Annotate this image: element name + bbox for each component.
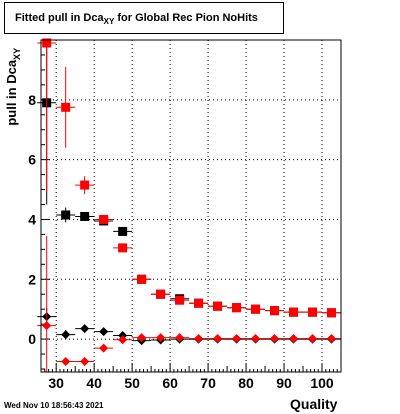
ylabel-subscript: XY xyxy=(11,47,22,60)
data-point-square xyxy=(251,304,261,314)
data-marks xyxy=(37,38,341,372)
data-point-square xyxy=(213,301,223,311)
y-tick-label: 8 xyxy=(28,92,36,108)
x-tick-label: 40 xyxy=(86,375,102,391)
data-point-square xyxy=(156,289,166,299)
tick-labels: 30 40 50 60 70 80 90 100 0 2 4 6 8 xyxy=(28,92,334,391)
data-point-square xyxy=(194,298,204,308)
x-tick-label: 90 xyxy=(276,375,292,391)
y-tick-label: 2 xyxy=(28,271,36,287)
data-point-diamond xyxy=(289,334,299,344)
x-tick-label: 30 xyxy=(48,375,64,391)
data-point-square xyxy=(327,308,337,318)
data-point-diamond xyxy=(61,357,71,367)
data-point-square xyxy=(137,274,147,284)
data-point-square xyxy=(80,211,90,221)
data-point-diamond xyxy=(42,321,52,331)
title-rest: for Global Rec Pion NoHits xyxy=(114,12,258,24)
title-main: Fitted pull in Dca xyxy=(15,12,104,24)
data-point-diamond xyxy=(80,357,90,367)
title-subscript: XY xyxy=(103,17,115,27)
ylabel-main: pull in Dca xyxy=(4,59,20,126)
timestamp: Wed Nov 10 18:56:43 2021 xyxy=(4,401,104,410)
y-tick-label: 6 xyxy=(28,152,36,168)
data-point-diamond xyxy=(251,334,261,344)
data-point-diamond xyxy=(213,334,223,344)
data-point-diamond xyxy=(327,334,337,344)
data-point-square xyxy=(42,38,52,48)
plot-frame xyxy=(40,39,342,373)
data-point-diamond xyxy=(80,324,90,334)
data-point-diamond xyxy=(99,327,109,337)
data-point-diamond xyxy=(118,335,128,345)
y-axis-label: pull in DcaXY xyxy=(4,42,22,132)
data-point-diamond xyxy=(61,330,71,340)
data-point-square xyxy=(61,210,71,220)
x-tick-label: 100 xyxy=(310,375,334,391)
data-point-square xyxy=(80,180,90,190)
data-point-diamond xyxy=(99,343,109,353)
data-point-square xyxy=(308,307,318,317)
data-point-square xyxy=(175,295,185,305)
data-point-square xyxy=(118,226,128,236)
title-box: Fitted pull in DcaXY for Global Rec Pion… xyxy=(4,2,284,34)
data-point-square xyxy=(61,102,71,112)
data-point-diamond xyxy=(137,333,147,343)
y-tick-label: 4 xyxy=(28,211,36,227)
data-point-square xyxy=(118,243,128,253)
x-tick-label: 60 xyxy=(162,375,178,391)
data-point-diamond xyxy=(175,333,185,343)
chart-title: Fitted pull in DcaXY for Global Rec Pion… xyxy=(15,12,258,26)
x-axis-label: Quality xyxy=(290,396,338,412)
x-tick-label: 50 xyxy=(124,375,140,391)
data-point-diamond xyxy=(270,334,280,344)
grid-lines xyxy=(41,40,341,372)
data-point-square xyxy=(232,303,242,313)
x-tick-label: 70 xyxy=(200,375,216,391)
data-point-square xyxy=(270,306,280,316)
x-tick-label: 80 xyxy=(238,375,254,391)
y-tick-label: 0 xyxy=(28,331,36,347)
data-point-square xyxy=(99,214,109,224)
data-point-diamond xyxy=(156,333,166,343)
data-point-diamond xyxy=(232,334,242,344)
data-point-diamond xyxy=(194,334,204,344)
data-point-diamond xyxy=(308,334,318,344)
data-point-square xyxy=(289,307,299,317)
